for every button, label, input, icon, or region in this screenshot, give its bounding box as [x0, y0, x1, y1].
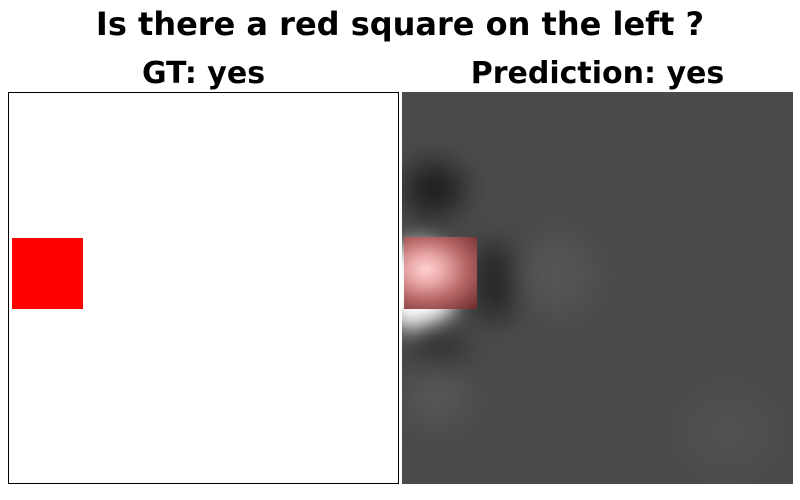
heatmap-dark-spot	[404, 162, 464, 217]
gt-panel-title: GT: yes	[141, 56, 266, 91]
red-square	[12, 238, 83, 309]
heatmap-faint-spot	[522, 237, 592, 312]
heatmap-faint-spot	[682, 392, 772, 472]
predicted-red-square	[404, 237, 477, 309]
heatmap-faint-spot	[407, 372, 467, 422]
prediction-heatmap-image	[402, 92, 793, 484]
ground-truth-image	[8, 92, 399, 484]
figure-title: Is there a red square on the left ?	[95, 5, 705, 43]
prediction-panel-title: Prediction: yes	[470, 56, 725, 91]
heatmap-dark-below	[412, 327, 467, 367]
heatmap-dark-right	[472, 242, 517, 322]
